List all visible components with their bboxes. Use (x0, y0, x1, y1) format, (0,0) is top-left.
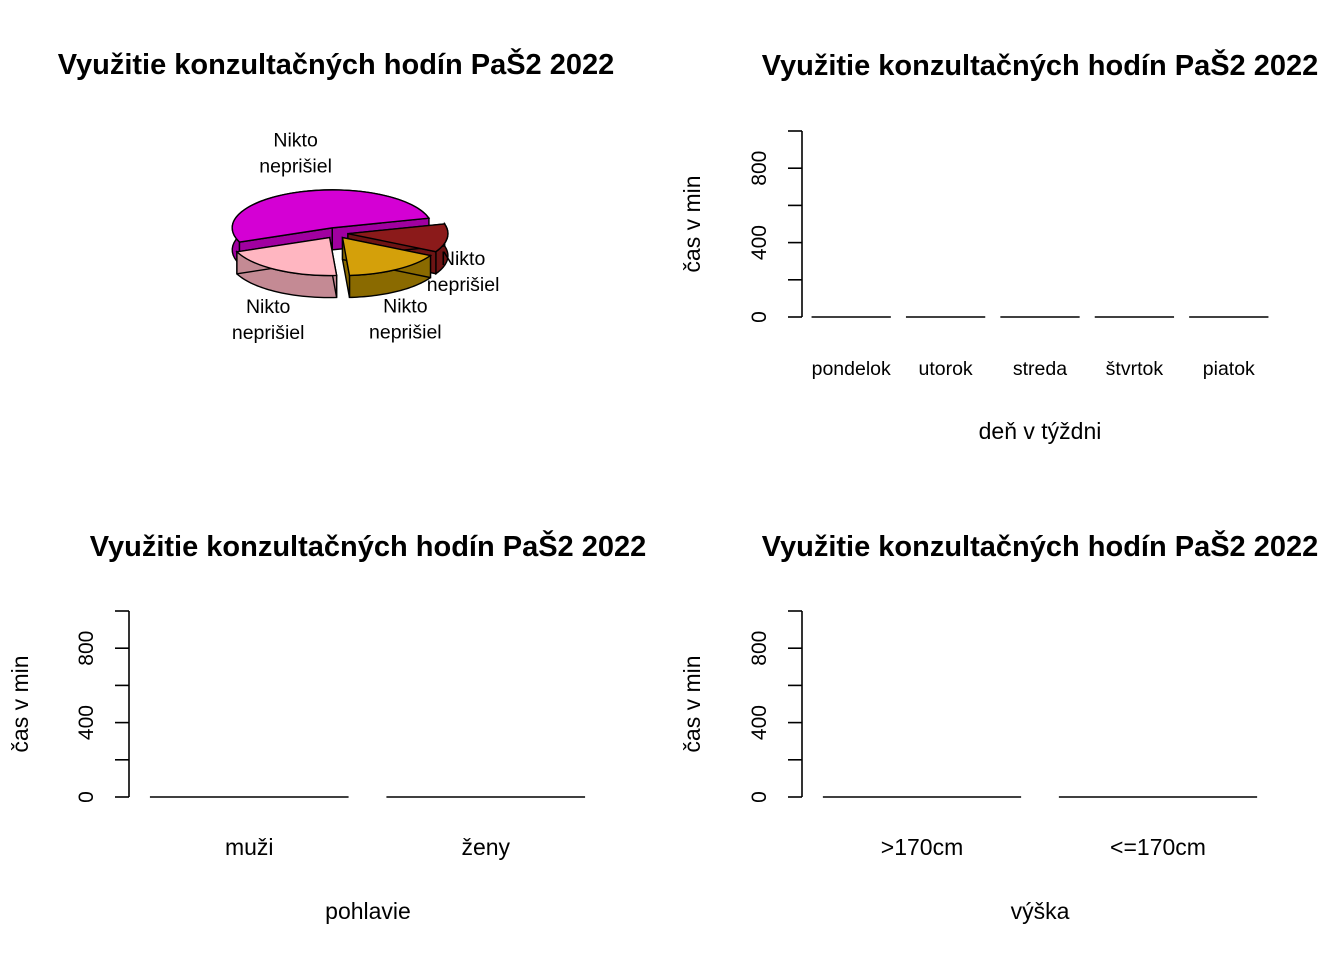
bar-chart-weekday-panel: Využitie konzultačných hodín PaŠ2 2022 d… (679, 48, 1318, 444)
bar-chart-gender-panel: Využitie konzultačných hodín PaŠ2 2022 p… (7, 529, 646, 924)
height-y-tick-label: 400 (748, 705, 771, 740)
gender-category-label: muži (225, 834, 274, 860)
gender-x-axis-label: pohlavie (325, 898, 411, 924)
pie-slice (235, 236, 338, 277)
gender-y-tick-label: 400 (75, 705, 98, 740)
gender-y-tick-label: 0 (75, 791, 98, 803)
weekday-category-label: pondelok (812, 358, 891, 380)
pie-slice-label: Nikto (246, 296, 291, 318)
pie-slice-label: Nikto (273, 129, 318, 151)
pie-slice-label: Nikto (383, 295, 428, 317)
weekday-category-label: utorok (918, 358, 972, 380)
pie-chart-title: Využitie konzultačných hodín PaŠ2 2022 (58, 47, 615, 81)
pie-slice-label: neprišiel (427, 274, 500, 296)
bar-chart-height-panel: Využitie konzultačných hodín PaŠ2 2022 v… (679, 529, 1318, 924)
height-y-tick-label: 800 (748, 631, 771, 666)
pie-labels: NiktoneprišielNiktoneprišielNiktonepriši… (232, 129, 500, 344)
pie-slices (231, 189, 449, 299)
pie-slice-label: neprišiel (259, 155, 332, 177)
weekday-category-label: piatok (1203, 358, 1255, 380)
pie-slice-label: Nikto (441, 248, 486, 270)
gender-y-tick-label: 800 (75, 631, 98, 666)
height-y-axis-label: čas v min (679, 655, 705, 752)
pie-slice-label: neprišiel (369, 321, 442, 343)
height-chart-title: Využitie konzultačných hodín PaŠ2 2022 (762, 529, 1319, 563)
weekday-x-axis-label: deň v týždni (979, 418, 1102, 444)
gender-category-label: ženy (461, 834, 510, 860)
gender-chart-title: Využitie konzultačných hodín PaŠ2 2022 (90, 529, 647, 563)
height-category-label: >170cm (881, 834, 963, 860)
weekday-y-axis-label: čas v min (679, 175, 705, 272)
height-category-label: <=170cm (1110, 834, 1206, 860)
pie-chart-panel: Využitie konzultačných hodín PaŠ2 2022 N… (58, 47, 615, 344)
weekday-chart-title: Využitie konzultačných hodín PaŠ2 2022 (762, 48, 1319, 82)
gender-y-axis-label: čas v min (7, 655, 33, 752)
weekday-category-label: štvrtok (1106, 358, 1164, 380)
weekday-y-tick-label: 800 (748, 151, 771, 186)
pie-slice (341, 236, 433, 277)
pie-slice (231, 189, 431, 243)
height-y-tick-label: 0 (748, 791, 771, 803)
height-x-axis-label: výška (1011, 898, 1070, 924)
weekday-y-tick-label: 400 (748, 225, 771, 260)
weekday-category-label: streda (1013, 358, 1067, 380)
weekday-y-tick-label: 0 (748, 311, 771, 323)
pie-slice-label: neprišiel (232, 322, 305, 344)
pie-slice (347, 223, 449, 253)
